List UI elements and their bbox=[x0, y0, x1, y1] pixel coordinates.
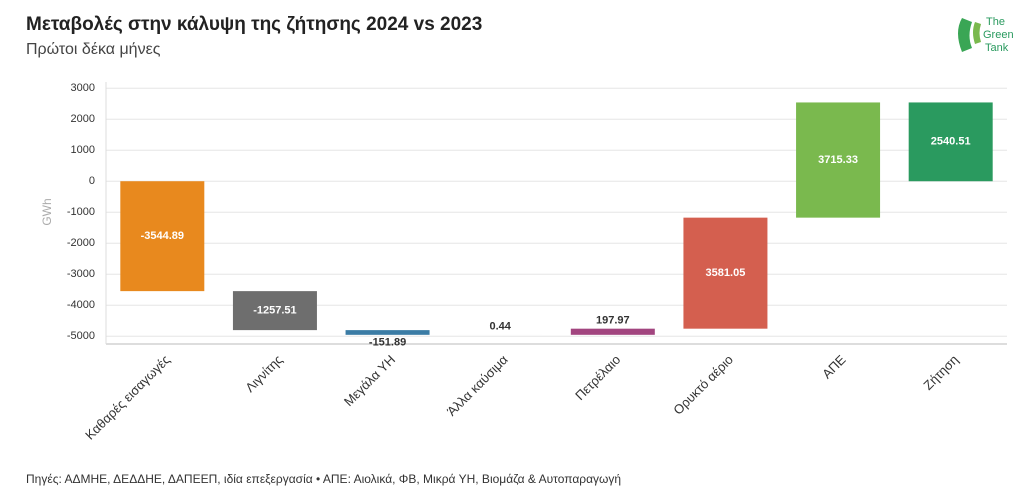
source-note: Πηγές: ΑΔΜΗΕ, ΔΕΔΔΗΕ, ΔΑΠΕΕΠ, ιδία επεξε… bbox=[26, 472, 621, 486]
data-label: 0.44 bbox=[489, 321, 511, 333]
chart-title: Μεταβολές στην κάλυψη της ζήτησης 2024 v… bbox=[26, 14, 482, 35]
chart-subtitle: Πρώτοι δέκα μήνες bbox=[26, 41, 161, 58]
y-tick-label: 0 bbox=[89, 175, 95, 187]
logo-icon bbox=[958, 18, 972, 52]
data-label: -3544.89 bbox=[141, 230, 184, 242]
bar bbox=[570, 328, 655, 335]
x-tick-label: Λιγνίτης bbox=[242, 352, 285, 395]
y-tick-label: 3000 bbox=[71, 82, 95, 94]
x-tick-label: Ζήτηση bbox=[920, 352, 961, 393]
y-tick-label: 1000 bbox=[71, 144, 95, 156]
y-tick-label: -1000 bbox=[67, 206, 95, 218]
y-tick-label: -3000 bbox=[67, 268, 95, 280]
bar bbox=[908, 102, 993, 182]
data-label: 2540.51 bbox=[931, 136, 971, 148]
x-tick-label: ΑΠΕ bbox=[819, 352, 849, 382]
x-tick-label: Άλλα καύσιμα bbox=[444, 352, 511, 419]
bar bbox=[796, 102, 881, 218]
data-label: 3581.05 bbox=[706, 267, 746, 279]
bar bbox=[683, 217, 768, 329]
y-tick-label: -2000 bbox=[67, 237, 95, 249]
x-tick-label: Μεγάλα ΥΗ bbox=[341, 352, 398, 409]
data-label: -1257.51 bbox=[253, 305, 296, 317]
y-tick-label: 2000 bbox=[71, 113, 95, 125]
logo-icon bbox=[973, 22, 981, 44]
data-label: 3715.33 bbox=[818, 154, 858, 166]
logo: The Green Tank bbox=[958, 16, 1014, 54]
y-tick-label: -4000 bbox=[67, 299, 95, 311]
x-tick-label: Ορυκτό αέριο bbox=[670, 352, 736, 418]
data-label: 197.97 bbox=[596, 315, 630, 327]
y-axis-label: GWh bbox=[40, 198, 54, 225]
x-tick-label: Πετρέλαιο bbox=[572, 352, 623, 403]
data-label: -151.89 bbox=[369, 337, 406, 349]
bar bbox=[232, 291, 317, 331]
logo-text: Tank bbox=[985, 42, 1009, 54]
bar bbox=[120, 181, 205, 292]
logo-text: Green bbox=[983, 29, 1014, 41]
x-tick-label: Καθαρές εισαγωγές bbox=[82, 352, 173, 443]
y-tick-label: -5000 bbox=[67, 330, 95, 342]
bar bbox=[345, 330, 430, 335]
logo-text: The bbox=[986, 16, 1005, 28]
